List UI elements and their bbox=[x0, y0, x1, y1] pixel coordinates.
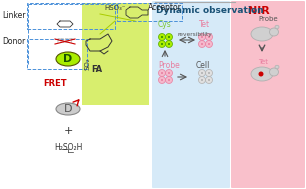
Ellipse shape bbox=[270, 68, 278, 76]
Ellipse shape bbox=[208, 36, 210, 38]
Ellipse shape bbox=[199, 77, 206, 84]
Text: Probe: Probe bbox=[258, 16, 278, 22]
Text: Cell: Cell bbox=[196, 61, 211, 70]
Ellipse shape bbox=[206, 33, 212, 40]
Ellipse shape bbox=[166, 70, 173, 77]
Text: Linker: Linker bbox=[2, 11, 25, 20]
Ellipse shape bbox=[56, 52, 80, 66]
Ellipse shape bbox=[166, 40, 173, 47]
Ellipse shape bbox=[159, 33, 166, 40]
Ellipse shape bbox=[206, 40, 212, 47]
Text: SO₂: SO₂ bbox=[84, 58, 90, 70]
Ellipse shape bbox=[206, 77, 212, 84]
Ellipse shape bbox=[259, 71, 263, 77]
Text: Dynamic observation: Dynamic observation bbox=[156, 6, 264, 15]
Ellipse shape bbox=[168, 36, 170, 38]
Ellipse shape bbox=[201, 43, 203, 45]
Ellipse shape bbox=[208, 79, 210, 81]
Text: Cys: Cys bbox=[158, 20, 172, 29]
Text: D: D bbox=[64, 104, 72, 114]
FancyBboxPatch shape bbox=[231, 1, 305, 188]
Ellipse shape bbox=[199, 33, 206, 40]
Text: FA: FA bbox=[91, 64, 103, 74]
Text: +: + bbox=[63, 126, 73, 136]
Ellipse shape bbox=[270, 28, 278, 36]
Text: NIR: NIR bbox=[248, 6, 270, 16]
Ellipse shape bbox=[208, 43, 210, 45]
FancyBboxPatch shape bbox=[152, 1, 230, 188]
Text: Acceptor: Acceptor bbox=[148, 3, 182, 12]
Text: reversibility: reversibility bbox=[177, 32, 212, 37]
Ellipse shape bbox=[159, 77, 166, 84]
Ellipse shape bbox=[168, 79, 170, 81]
Ellipse shape bbox=[161, 79, 163, 81]
Ellipse shape bbox=[168, 43, 170, 45]
Text: D: D bbox=[63, 54, 73, 64]
Ellipse shape bbox=[166, 77, 173, 84]
Text: FRET: FRET bbox=[56, 38, 74, 44]
Text: Donor: Donor bbox=[2, 37, 25, 46]
Ellipse shape bbox=[201, 79, 203, 81]
Text: FRET: FRET bbox=[43, 80, 67, 88]
Ellipse shape bbox=[168, 72, 170, 74]
Ellipse shape bbox=[161, 72, 163, 74]
Text: Probe: Probe bbox=[158, 61, 180, 70]
Ellipse shape bbox=[199, 70, 206, 77]
Text: Tet: Tet bbox=[258, 59, 268, 65]
Ellipse shape bbox=[251, 27, 273, 41]
Ellipse shape bbox=[208, 72, 210, 74]
Ellipse shape bbox=[201, 72, 203, 74]
Ellipse shape bbox=[199, 40, 206, 47]
Text: HSO₃⁻: HSO₃⁻ bbox=[104, 5, 125, 11]
FancyBboxPatch shape bbox=[82, 3, 149, 105]
Ellipse shape bbox=[161, 43, 163, 45]
Text: Tet: Tet bbox=[199, 20, 210, 29]
Text: H₂SO₂H: H₂SO₂H bbox=[54, 143, 82, 152]
Ellipse shape bbox=[251, 67, 273, 81]
Ellipse shape bbox=[206, 70, 212, 77]
Ellipse shape bbox=[275, 25, 279, 29]
Ellipse shape bbox=[159, 70, 166, 77]
Ellipse shape bbox=[161, 36, 163, 38]
Ellipse shape bbox=[201, 36, 203, 38]
Ellipse shape bbox=[166, 33, 173, 40]
Ellipse shape bbox=[159, 40, 166, 47]
Ellipse shape bbox=[56, 103, 80, 115]
Ellipse shape bbox=[275, 65, 279, 69]
